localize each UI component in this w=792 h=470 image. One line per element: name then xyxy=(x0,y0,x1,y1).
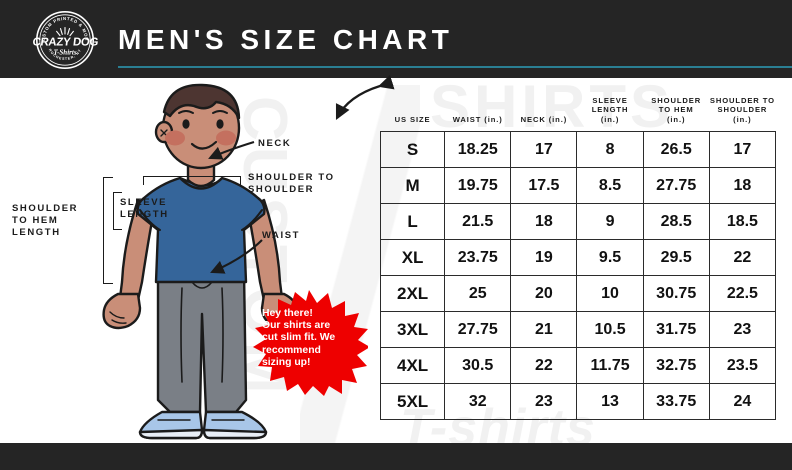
cell-hem: 30.75 xyxy=(642,275,710,313)
table-row: 2XL 25 20 10 30.75 22.5 xyxy=(379,275,777,313)
cell-waist: 32 xyxy=(444,383,512,421)
size-table-body: S 18.25 17 8 26.5 17 M 19.75 17.5 8.5 27… xyxy=(379,131,777,421)
table-row: M 19.75 17.5 8.5 27.75 18 xyxy=(379,167,777,205)
cell-hem: 33.75 xyxy=(642,383,710,421)
label-waist: WAIST xyxy=(262,230,301,241)
cell-waist: 27.75 xyxy=(444,311,512,349)
table-row: XL 23.75 19 9.5 29.5 22 xyxy=(379,239,777,277)
cell-neck: 17.5 xyxy=(510,167,578,205)
cell-sleeve: 8.5 xyxy=(576,167,644,205)
slim-fit-callout: Hey there! Our shirts are cut slim fit. … xyxy=(250,288,368,396)
size-table: US SIZE WAIST (in.) NECK (in.) SLEEVE LE… xyxy=(379,96,777,421)
label-shoulder-to-shoulder: SHOULDER TO SHOULDER xyxy=(248,172,335,195)
svg-text:CRAZY DOG: CRAZY DOG xyxy=(32,37,99,49)
crazy-dog-logo: CUSTOM PRINTED & MORE CRAZY DOG T-Shirts… xyxy=(24,10,106,70)
cell-sleeve: 9 xyxy=(576,203,644,241)
cell-neck: 23 xyxy=(510,383,578,421)
table-header-row: US SIZE WAIST (in.) NECK (in.) SLEEVE LE… xyxy=(381,96,776,132)
cell-size: XL xyxy=(379,239,446,277)
header-sleeve: SLEEVE LENGTH (in.) xyxy=(591,96,629,124)
table-row: L 21.5 18 9 28.5 18.5 xyxy=(379,203,777,241)
cell-sleeve: 8 xyxy=(576,131,644,169)
cell-sleeve: 9.5 xyxy=(576,239,644,277)
callout-text: Hey there! Our shirts are cut slim fit. … xyxy=(262,308,336,368)
size-table-container: US SIZE WAIST (in.) NECK (in.) SLEEVE LE… xyxy=(379,96,777,421)
sleeve-length-bracket xyxy=(113,192,122,230)
cell-shoulder: 22.5 xyxy=(708,275,777,313)
cell-shoulder: 17 xyxy=(708,131,777,169)
cell-shoulder: 18.5 xyxy=(708,203,777,241)
header-shoulder: SHOULDER TO SHOULDER (in.) xyxy=(709,96,775,124)
cell-hem: 31.75 xyxy=(642,311,710,349)
cell-size: 3XL xyxy=(379,311,446,349)
label-shoulder-to-hem: SHOULDER TO HEM LENGTH xyxy=(12,203,79,238)
cell-size: 4XL xyxy=(379,347,446,385)
header-waist: WAIST (in.) xyxy=(452,114,503,124)
table-pointer-arrow xyxy=(335,74,395,121)
cell-shoulder: 22 xyxy=(708,239,777,277)
cell-hem: 27.75 xyxy=(642,167,710,205)
cell-neck: 18 xyxy=(510,203,578,241)
cell-shoulder: 18 xyxy=(708,167,777,205)
cell-hem: 32.75 xyxy=(642,347,710,385)
shoulder-to-shoulder-bracket xyxy=(143,176,241,185)
cell-sleeve: 10.5 xyxy=(576,311,644,349)
shoulder-to-hem-bracket xyxy=(103,177,113,284)
page-title: MEN'S SIZE CHART xyxy=(118,24,454,55)
table-row: 4XL 30.5 22 11.75 32.75 23.5 xyxy=(379,347,777,385)
header-bar: CUSTOM PRINTED & MORE CRAZY DOG T-Shirts… xyxy=(0,0,792,78)
cell-neck: 20 xyxy=(510,275,578,313)
header-neck: NECK (in.) xyxy=(520,114,568,124)
cell-size: S xyxy=(379,131,446,169)
cell-size: M xyxy=(379,167,446,205)
cell-shoulder: 23 xyxy=(708,311,777,349)
cell-hem: 26.5 xyxy=(642,131,710,169)
cell-neck: 22 xyxy=(510,347,578,385)
cell-waist: 19.75 xyxy=(444,167,512,205)
table-row: 3XL 27.75 21 10.5 31.75 23 xyxy=(379,311,777,349)
table-row: S 18.25 17 8 26.5 17 xyxy=(379,131,777,169)
cell-size: L xyxy=(379,203,446,241)
cell-size: 5XL xyxy=(379,383,446,421)
cell-waist: 23.75 xyxy=(444,239,512,277)
cell-waist: 25 xyxy=(444,275,512,313)
cell-size: 2XL xyxy=(379,275,446,313)
table-row: 5XL 32 23 13 33.75 24 xyxy=(379,383,777,421)
title-underline xyxy=(118,66,792,68)
cell-neck: 21 xyxy=(510,311,578,349)
footer-bar xyxy=(0,443,792,470)
cell-shoulder: 23.5 xyxy=(708,347,777,385)
cell-waist: 30.5 xyxy=(444,347,512,385)
cell-sleeve: 11.75 xyxy=(576,347,644,385)
logo-icon: CUSTOM PRINTED & MORE CRAZY DOG T-Shirts… xyxy=(24,10,99,70)
cell-hem: 29.5 xyxy=(642,239,710,277)
svg-text:T-Shirts: T-Shirts xyxy=(53,49,76,57)
cell-shoulder: 24 xyxy=(708,383,777,421)
header-hem: SHOULDER TO HEM (in.) xyxy=(651,96,702,124)
cell-sleeve: 13 xyxy=(576,383,644,421)
label-sleeve-length: SLEEVE LENGTH xyxy=(120,197,169,220)
cell-sleeve: 10 xyxy=(576,275,644,313)
label-neck: NECK xyxy=(258,138,292,149)
cell-neck: 19 xyxy=(510,239,578,277)
cell-waist: 21.5 xyxy=(444,203,512,241)
header-us-size: US SIZE xyxy=(394,114,431,124)
starburst-icon xyxy=(253,290,368,396)
cell-hem: 28.5 xyxy=(642,203,710,241)
cell-waist: 18.25 xyxy=(444,131,512,169)
cell-neck: 17 xyxy=(510,131,578,169)
